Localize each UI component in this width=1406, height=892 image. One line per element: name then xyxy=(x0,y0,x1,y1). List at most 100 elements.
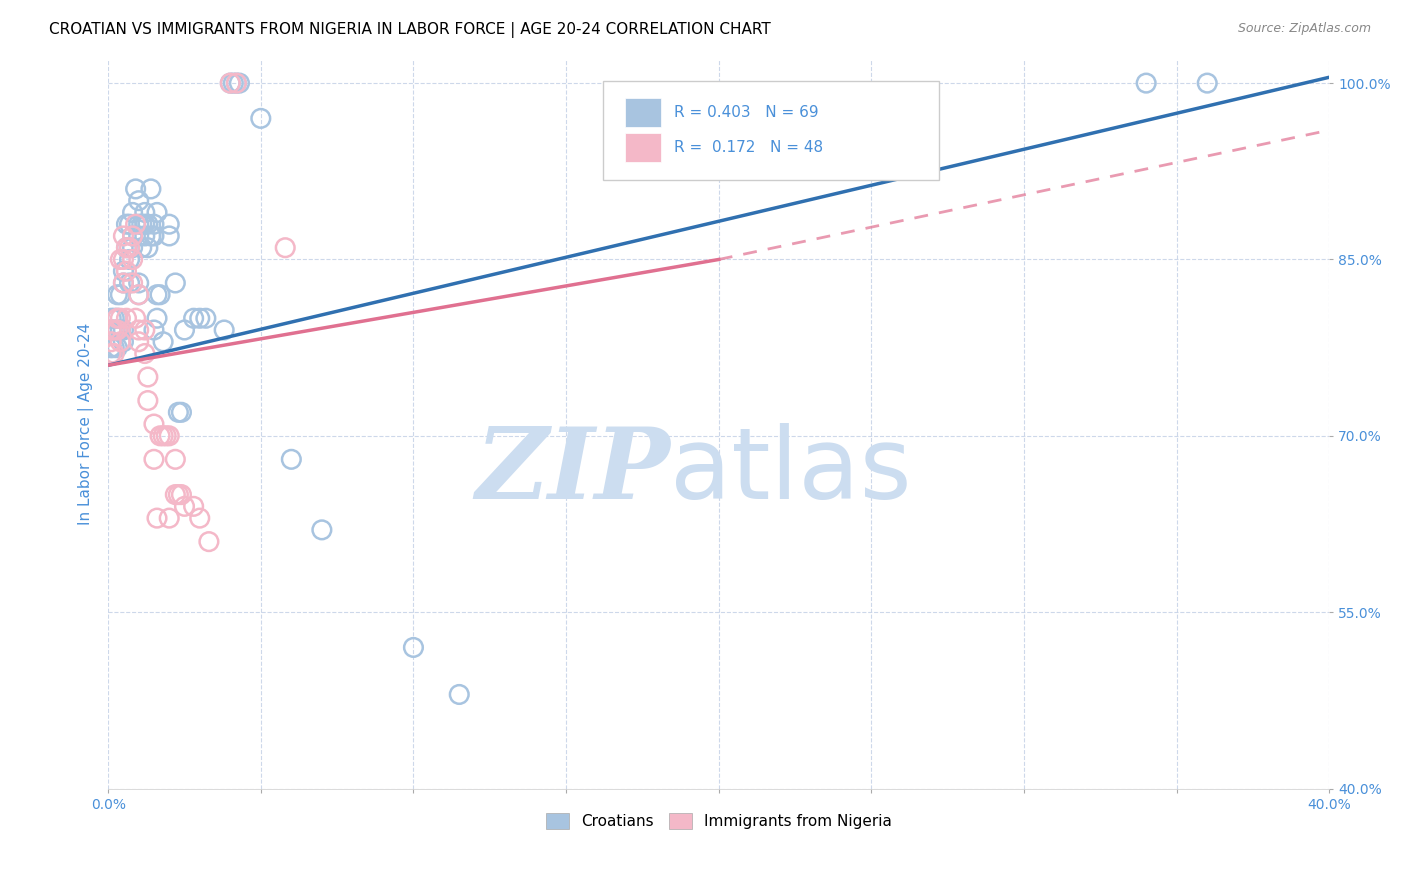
Point xyxy=(165,487,187,501)
Point xyxy=(152,334,174,349)
Point xyxy=(146,311,169,326)
Point xyxy=(115,311,138,326)
Point xyxy=(1197,76,1219,90)
Point xyxy=(103,323,125,337)
Point xyxy=(136,370,159,384)
Point xyxy=(110,287,132,301)
Point xyxy=(110,323,132,337)
Point xyxy=(167,487,190,501)
Point xyxy=(112,264,135,278)
Point xyxy=(188,311,211,326)
Point xyxy=(112,276,135,290)
Point xyxy=(105,341,128,355)
Point xyxy=(128,276,150,290)
Point xyxy=(112,229,135,244)
Point xyxy=(112,276,135,290)
Point xyxy=(115,264,138,278)
Point xyxy=(105,311,128,326)
Point xyxy=(110,311,132,326)
Point xyxy=(115,217,138,231)
Point xyxy=(124,182,146,196)
Point xyxy=(128,323,150,337)
Point xyxy=(173,323,195,337)
Point xyxy=(134,217,156,231)
Point xyxy=(103,323,125,337)
Point xyxy=(225,76,247,90)
FancyBboxPatch shape xyxy=(624,98,661,128)
FancyBboxPatch shape xyxy=(624,133,661,162)
Point xyxy=(131,241,153,255)
Point xyxy=(225,76,247,90)
Point xyxy=(449,688,471,702)
Point xyxy=(118,276,141,290)
Point xyxy=(118,217,141,231)
Point xyxy=(157,429,180,443)
Point xyxy=(173,500,195,514)
Point xyxy=(136,217,159,231)
Point xyxy=(121,205,143,219)
Point xyxy=(157,217,180,231)
Text: Source: ZipAtlas.com: Source: ZipAtlas.com xyxy=(1237,22,1371,36)
Point xyxy=(115,241,138,255)
Point xyxy=(100,311,122,326)
Point xyxy=(183,311,205,326)
Point xyxy=(105,323,128,337)
Point xyxy=(228,76,250,90)
Point xyxy=(139,229,162,244)
Point xyxy=(198,534,221,549)
Point xyxy=(165,276,187,290)
Point xyxy=(152,429,174,443)
Point xyxy=(128,287,150,301)
Point xyxy=(274,241,297,255)
Point xyxy=(149,429,172,443)
Point xyxy=(134,323,156,337)
Point xyxy=(100,346,122,360)
Point xyxy=(280,452,302,467)
Point xyxy=(402,640,425,655)
Point xyxy=(103,341,125,355)
FancyBboxPatch shape xyxy=(603,81,939,180)
Legend: Croatians, Immigrants from Nigeria: Croatians, Immigrants from Nigeria xyxy=(540,807,898,836)
Point xyxy=(142,217,165,231)
Text: R = 0.403   N = 69: R = 0.403 N = 69 xyxy=(673,105,818,120)
Text: R =  0.172   N = 48: R = 0.172 N = 48 xyxy=(673,140,823,155)
Point xyxy=(146,511,169,525)
Y-axis label: In Labor Force | Age 20-24: In Labor Force | Age 20-24 xyxy=(79,323,94,525)
Point xyxy=(183,500,205,514)
Point xyxy=(121,276,143,290)
Point xyxy=(142,417,165,431)
Point xyxy=(219,76,242,90)
Point xyxy=(157,229,180,244)
Point xyxy=(121,229,143,244)
Point xyxy=(146,287,169,301)
Point xyxy=(131,217,153,231)
Point xyxy=(128,194,150,208)
Point xyxy=(110,252,132,267)
Point xyxy=(128,334,150,349)
Point xyxy=(118,241,141,255)
Point xyxy=(115,241,138,255)
Point xyxy=(118,252,141,267)
Point xyxy=(110,334,132,349)
Point xyxy=(105,311,128,326)
Point xyxy=(103,346,125,360)
Point xyxy=(155,429,177,443)
Point xyxy=(121,241,143,255)
Point xyxy=(121,252,143,267)
Text: ZIP: ZIP xyxy=(475,423,669,520)
Point xyxy=(134,346,156,360)
Point xyxy=(139,182,162,196)
Point xyxy=(121,229,143,244)
Point xyxy=(167,405,190,419)
Text: CROATIAN VS IMMIGRANTS FROM NIGERIA IN LABOR FORCE | AGE 20-24 CORRELATION CHART: CROATIAN VS IMMIGRANTS FROM NIGERIA IN L… xyxy=(49,22,770,38)
Point xyxy=(100,323,122,337)
Point xyxy=(146,205,169,219)
Point xyxy=(112,323,135,337)
Point xyxy=(142,452,165,467)
Point xyxy=(100,341,122,355)
Point xyxy=(170,487,193,501)
Point xyxy=(103,311,125,326)
Point xyxy=(249,112,271,126)
Point xyxy=(124,217,146,231)
Point xyxy=(194,311,217,326)
